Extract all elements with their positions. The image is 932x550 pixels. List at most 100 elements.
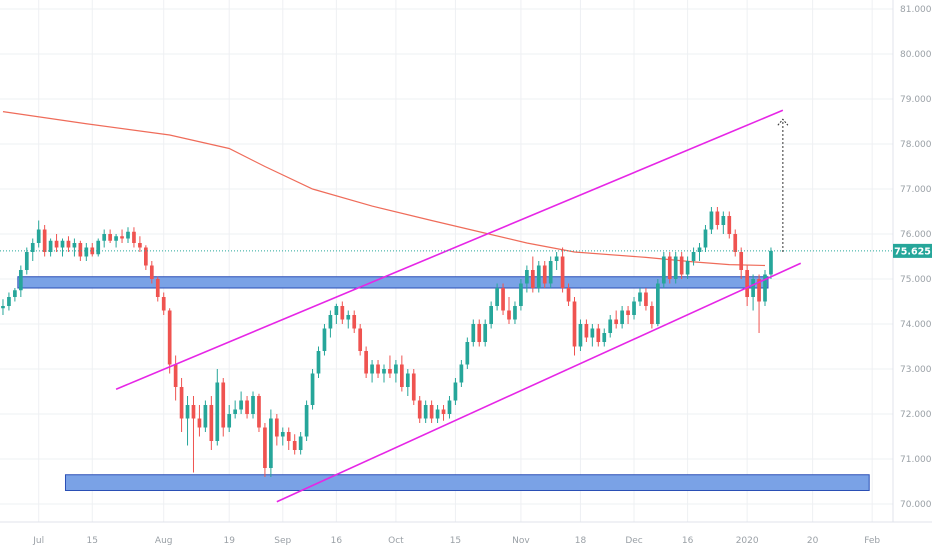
- candle: [239, 391, 243, 414]
- candle: [525, 265, 529, 293]
- y-tick-label: 76.000: [900, 230, 932, 240]
- y-tick-label: 77.000: [900, 185, 932, 195]
- candle: [7, 292, 11, 311]
- candle: [114, 234, 118, 248]
- candle: [507, 297, 511, 324]
- candle: [72, 238, 77, 257]
- candle: [530, 256, 535, 293]
- candle: [739, 247, 744, 279]
- candle: [328, 310, 333, 338]
- candle: [614, 310, 619, 329]
- candle: [769, 247, 773, 279]
- candle: [24, 247, 29, 275]
- x-tick-label: 18: [575, 536, 587, 546]
- candle: [405, 369, 410, 396]
- candle: [554, 252, 559, 270]
- candle: [1, 299, 5, 315]
- candle: [221, 378, 226, 437]
- candle: [435, 405, 440, 423]
- y-tick-label: 80.000: [900, 50, 932, 60]
- candle: [203, 400, 208, 432]
- candle: [489, 301, 493, 329]
- candle: [304, 400, 309, 441]
- x-tick-label: Dec: [625, 536, 642, 546]
- candle: [84, 243, 89, 261]
- candle: [483, 319, 488, 347]
- candle: [703, 225, 708, 252]
- last-price-tag: [893, 243, 932, 258]
- candle: [263, 423, 267, 477]
- y-tick-label: 78.000: [900, 140, 932, 150]
- candle: [644, 288, 648, 311]
- candle: [161, 292, 166, 315]
- candle: [96, 238, 101, 257]
- candle: [536, 261, 541, 293]
- candle: [745, 265, 749, 306]
- moving-average: [2, 111, 766, 267]
- projection-arrow-head: [777, 118, 789, 126]
- candle: [233, 400, 238, 419]
- candle: [548, 256, 553, 288]
- candle: [167, 308, 172, 374]
- candle: [215, 369, 220, 446]
- candle: [179, 378, 184, 432]
- x-tick-label: Jul: [32, 536, 44, 546]
- x-tick-label: Aug: [155, 536, 173, 546]
- candle: [173, 355, 178, 401]
- last-price-label: 75.625: [894, 246, 931, 257]
- candle: [274, 414, 279, 446]
- candle: [447, 396, 452, 419]
- y-tick-label: 74.000: [900, 320, 932, 330]
- x-tick-label: 2020: [736, 536, 759, 546]
- y-tick-label: 70.000: [900, 500, 932, 510]
- candle: [132, 227, 136, 248]
- candle: [144, 245, 148, 270]
- candle: [661, 252, 666, 288]
- candle: [757, 274, 761, 333]
- candle: [578, 319, 583, 351]
- x-tick-label: Nov: [512, 536, 530, 546]
- channel-line: [115, 109, 784, 390]
- candles: [1, 207, 773, 477]
- candle: [269, 409, 273, 477]
- candle: [673, 252, 678, 284]
- candle: [453, 378, 458, 405]
- candle: [388, 355, 392, 378]
- candle: [423, 400, 428, 423]
- y-tick-label: 81.000: [900, 5, 932, 15]
- candle: [245, 396, 249, 419]
- candle: [352, 310, 357, 333]
- candle: [191, 396, 196, 473]
- candle: [185, 396, 190, 446]
- candle: [560, 247, 565, 293]
- y-tick-label: 73.000: [900, 365, 932, 375]
- y-tick-label: 72.000: [900, 410, 932, 420]
- candle: [465, 337, 470, 369]
- candle: [608, 315, 613, 338]
- ma-line: [2, 111, 766, 267]
- candle: [340, 301, 345, 324]
- y-tick-label: 79.000: [900, 95, 932, 105]
- x-tick-label: Sep: [274, 536, 291, 546]
- candle: [370, 360, 374, 383]
- candle: [316, 346, 321, 378]
- candle: [138, 236, 142, 252]
- candle: [697, 243, 702, 261]
- support-zone: [64, 474, 870, 491]
- candle: [346, 310, 351, 329]
- candle: [572, 297, 577, 356]
- candle: [48, 238, 53, 257]
- candle: [298, 432, 303, 455]
- candle: [155, 276, 160, 302]
- candle: [650, 301, 654, 329]
- candle: [322, 324, 327, 356]
- candle: [90, 243, 95, 257]
- candle: [257, 393, 261, 432]
- candle: [566, 283, 571, 306]
- candle: [78, 240, 83, 261]
- candle: [149, 261, 154, 284]
- candle: [197, 405, 202, 437]
- x-tick-label: 15: [87, 536, 98, 546]
- candle: [108, 229, 112, 243]
